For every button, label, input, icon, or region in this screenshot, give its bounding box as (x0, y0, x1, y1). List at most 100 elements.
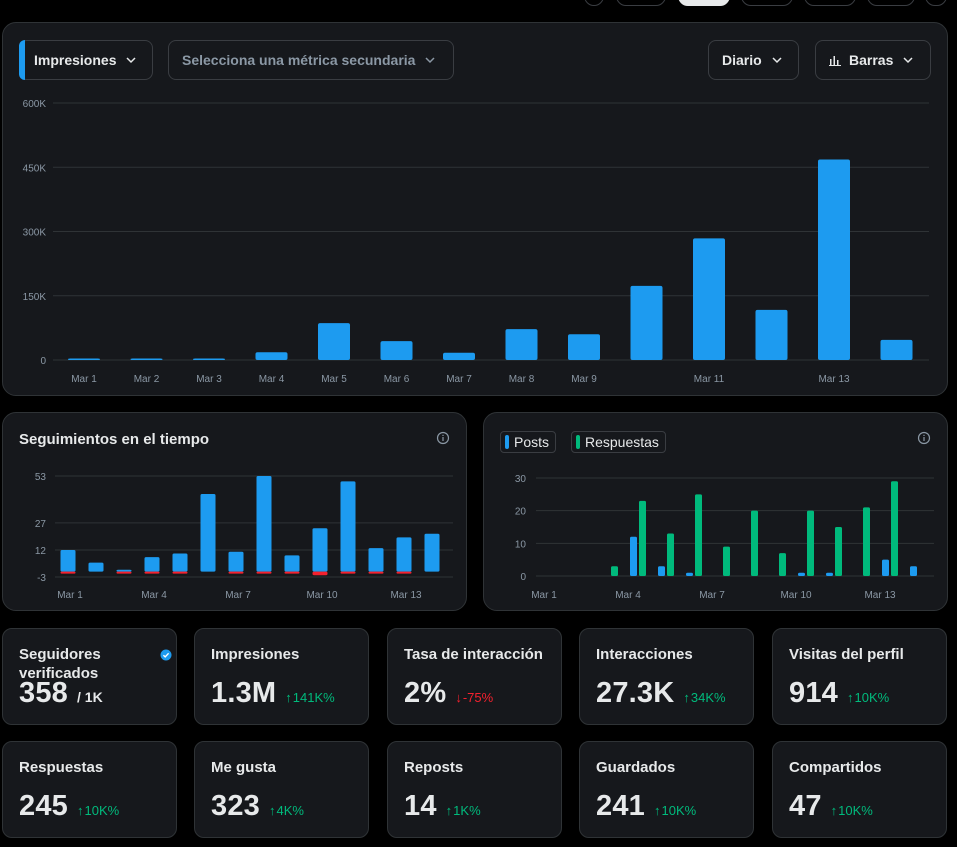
x-tick-label: Mar 4 (615, 590, 641, 601)
bar (318, 323, 350, 360)
metric-value-row: 914 ↑ 10K% (789, 677, 889, 710)
bar (255, 352, 288, 360)
x-tick-label: Mar 13 (390, 590, 422, 601)
metric-value-row: 323 ↑ 4K% (211, 790, 304, 823)
impressions-panel: Impresiones Selecciona una métrica secun… (2, 22, 948, 396)
y-tick-label: 30 (515, 474, 527, 485)
metric-card[interactable]: Compartidos 47 ↑ 10K% (772, 741, 947, 838)
metric-card[interactable]: Visitas del perfil 914 ↑ 10K% (772, 628, 947, 725)
metric-card[interactable]: Tasa de interacción 2% ↓ -75% (387, 628, 562, 725)
metric-value: 27.3K (596, 677, 675, 709)
top-button-partial[interactable] (741, 0, 793, 6)
verified-badge-icon (160, 649, 172, 661)
metric-delta-text: 141K% (292, 690, 335, 705)
unfollows-bar (396, 571, 412, 574)
metric-card[interactable]: Reposts 14 ↑ 1K% (387, 741, 562, 838)
posts-replies-panel: Posts Respuestas 0 10 20 30 Mar 1 Mar 4 Mar 7 M… (483, 412, 948, 611)
metric-value: 241 (596, 790, 645, 822)
follows-bar (172, 553, 188, 572)
follows-bar (200, 494, 216, 572)
x-tick-label: Mar 3 (196, 374, 222, 385)
follows-bar (284, 555, 300, 572)
unfollows-bar (228, 571, 244, 574)
metric-card[interactable]: Seguidores verificados 358 / 1K (2, 628, 177, 725)
follows-title: Seguimientos en el tiempo (19, 431, 210, 448)
x-tick-label: Mar 2 (134, 374, 160, 385)
legend-replies[interactable]: Respuestas (571, 431, 666, 453)
chevron-down-icon (126, 57, 137, 64)
unfollows-bar (340, 571, 356, 574)
top-button-active-partial[interactable] (678, 0, 730, 6)
legend-posts[interactable]: Posts (500, 431, 557, 453)
legend-swatch (576, 435, 580, 449)
top-button-partial[interactable] (804, 0, 856, 6)
x-tick-label: Mar 6 (384, 374, 410, 385)
metric-goal: / 1K (77, 689, 103, 705)
bar (130, 358, 163, 360)
top-button-partial[interactable] (925, 0, 947, 6)
replies-bar (891, 481, 898, 576)
bar (693, 238, 725, 360)
replies-bar (695, 494, 702, 576)
arrow-up-icon: ↑ (445, 803, 453, 818)
chart-type-dropdown[interactable]: Barras (815, 40, 931, 80)
interval-dropdown[interactable]: Diario (708, 40, 799, 80)
follows-bar (228, 551, 244, 572)
secondary-metric-dropdown[interactable]: Selecciona una métrica secundaria (168, 40, 454, 80)
x-tick-label: Mar 7 (446, 374, 472, 385)
metric-card[interactable]: Impresiones 1.3M ↑ 141K% (194, 628, 369, 725)
arrow-up-icon: ↑ (269, 803, 276, 818)
unfollows-bar (116, 571, 132, 574)
top-button-partial[interactable] (867, 0, 915, 6)
replies-bar (751, 510, 758, 576)
top-button-partial[interactable] (584, 0, 604, 6)
top-button-partial[interactable] (616, 0, 666, 6)
metric-delta: ↑ 10K% (654, 803, 696, 818)
y-tick-label: 0 (40, 356, 46, 367)
bar (443, 352, 475, 360)
metric-card[interactable]: Me gusta 323 ↑ 4K% (194, 741, 369, 838)
metric-card[interactable]: Interacciones 27.3K ↑ 34K% (579, 628, 754, 725)
x-tick-label: Mar 10 (780, 590, 812, 601)
bar (755, 309, 788, 360)
metric-delta-text: 1K% (453, 803, 481, 818)
metric-delta-text: 34K% (690, 690, 726, 705)
metric-label: Compartidos (789, 759, 882, 776)
posts-bar (910, 566, 917, 576)
metric-label: Impresiones (211, 646, 300, 663)
follows-bar (312, 528, 328, 572)
metric-value-row: 358 / 1K (19, 677, 103, 710)
arrow-up-icon: ↑ (654, 803, 661, 818)
metric-value: 14 (404, 790, 437, 822)
arrow-up-icon: ↑ (77, 803, 84, 818)
posts-bar (686, 572, 693, 576)
metric-value: 245 (19, 790, 68, 822)
y-tick-label: 600K (23, 99, 47, 110)
metric-delta: ↑ 4K% (269, 803, 304, 818)
chevron-down-icon (425, 57, 435, 64)
legend-replies-label: Respuestas (585, 434, 659, 450)
unfollows-bar (144, 571, 160, 574)
replies-bar (779, 553, 786, 576)
x-tick-label: Mar 7 (225, 590, 251, 601)
info-icon[interactable] (917, 431, 931, 445)
bar (568, 334, 600, 360)
x-tick-label: Mar 1 (531, 590, 557, 601)
arrow-down-icon: ↓ (455, 690, 462, 705)
metric-card[interactable]: Respuestas 245 ↑ 10K% (2, 741, 177, 838)
metric-value-row: 2% ↓ -75% (404, 677, 493, 710)
metric-value-row: 1.3M ↑ 141K% (211, 677, 335, 710)
metric-card[interactable]: Guardados 241 ↑ 10K% (579, 741, 754, 838)
info-icon[interactable] (436, 431, 450, 445)
bar (880, 339, 913, 360)
follows-bar (60, 549, 76, 572)
posts-bar (798, 572, 805, 576)
y-tick-label: -3 (37, 573, 46, 584)
legend-posts-label: Posts (514, 434, 550, 450)
metric-value-row: 14 ↑ 1K% (404, 790, 481, 823)
x-tick-label: Mar 13 (818, 374, 850, 385)
x-tick-label: Mar 11 (694, 374, 725, 385)
primary-metric-dropdown[interactable]: Impresiones (19, 40, 153, 80)
metric-label: Visitas del perfil (789, 646, 904, 663)
bar-chart-icon (829, 56, 841, 66)
